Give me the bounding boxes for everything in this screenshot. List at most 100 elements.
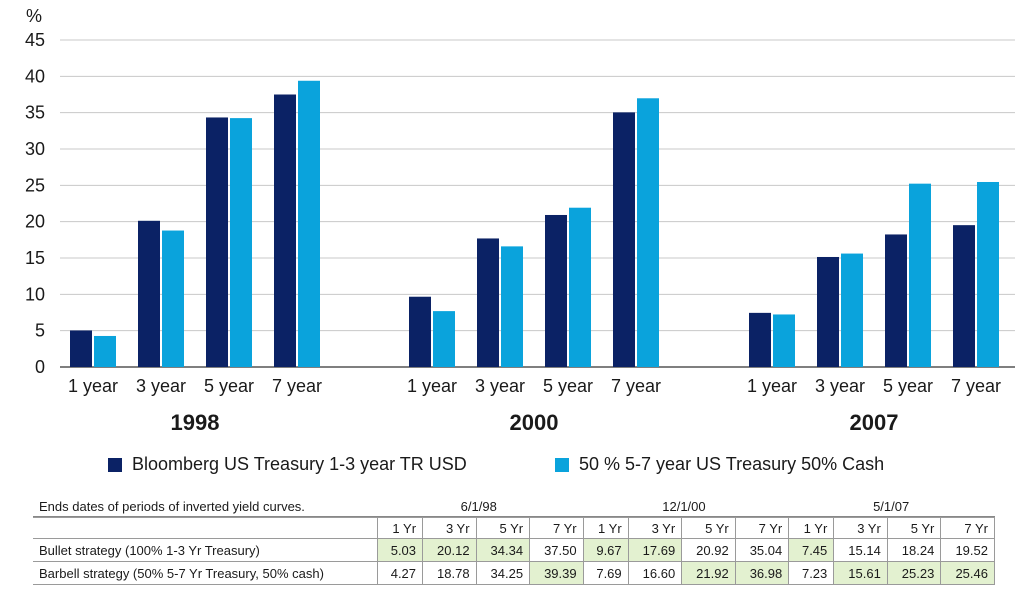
table-row: Bullet strategy (100% 1-3 Yr Treasury) 5.… [33,538,995,562]
column-header-cell: 3 Yr [422,517,477,539]
table-cell: 25.46 [940,561,995,585]
y-tick-label: 10 [25,284,45,304]
table-cell: 25.23 [886,561,942,585]
chart-legend: Bloomberg US Treasury 1-3 year TR USD 50… [0,452,1024,476]
table-cell: 19.52 [940,538,995,562]
bar [433,311,455,367]
x-tick-label: 3 year [136,376,186,396]
table-cell: 17.69 [627,538,683,562]
period-label: 5/1/07 [873,498,910,514]
column-header-cell: 3 Yr [627,517,683,539]
bar [545,214,567,367]
column-header-cell: 3 Yr [833,517,888,539]
table-cell: 18.24 [886,538,942,562]
table-cell: 9.67 [582,538,629,562]
bar [298,80,320,368]
table-cell: 5.03 [376,538,424,562]
x-tick-label: 3 year [815,376,865,396]
table-cell: 36.98 [734,561,790,585]
x-tick-label: 1 year [747,376,797,396]
table-cell: 16.60 [627,561,683,585]
y-tick-label: 0 [35,357,45,377]
bar [953,225,975,367]
bar [94,335,116,367]
y-tick-label: 15 [25,248,45,268]
bar [162,230,184,367]
table-cell: 15.14 [833,538,888,562]
bar [501,246,523,367]
period-label: 6/1/98 [460,498,497,514]
table-cell: 34.25 [475,561,531,585]
table-row: Barbell strategy (50% 5-7 Yr Treasury, 5… [33,561,995,585]
group-label: 2000 [510,410,559,435]
column-header-cell: 7 Yr [529,517,584,539]
bar [70,330,92,367]
column-header-cell: 1 Yr [788,517,835,539]
y-tick-label: 35 [25,103,45,123]
y-tick-label: 45 [25,30,45,50]
x-tick-label: 5 year [204,376,254,396]
data-table: 1 Yr 3 Yr 5 Yr 7 Yr 1 Yr 3 Yr 5 Yr 7 Yr 1 Yr 3 Yr… [33,517,995,585]
x-tick-label: 5 year [883,376,933,396]
bar [138,220,160,367]
x-tick-label: 1 year [407,376,457,396]
bar [637,98,659,368]
group-label: 2007 [850,410,899,435]
y-tick-label: 25 [25,175,45,195]
table-cell: 20.92 [681,538,736,562]
x-tick-label: 7 year [611,376,661,396]
x-tick-label: 3 year [475,376,525,396]
blank-cell [33,517,378,539]
y-axis-unit-label: % [26,6,42,26]
returns-table: Ends dates of periods of inverted yield … [33,496,995,585]
legend-label: Bloomberg US Treasury 1-3 year TR USD [132,454,467,474]
bar [409,296,431,367]
x-tick-label: 7 year [272,376,322,396]
bar [909,183,931,367]
x-tick-label: 1 year [68,376,118,396]
table-cell: 7.23 [788,561,835,585]
y-tick-label: 40 [25,66,45,86]
legend-item-barbell: 50 % 5-7 year US Treasury 50% Cash [555,454,884,475]
y-tick-label: 5 [35,321,45,341]
table-cell: 20.12 [422,538,477,562]
table-cell: 35.04 [734,538,790,562]
table-cell: 7.69 [582,561,629,585]
bar [749,312,771,367]
bar [230,118,252,367]
row-label: Bullet strategy (100% 1-3 Yr Treasury) [33,538,378,562]
table-cell: 37.50 [529,538,584,562]
table-caption: Ends dates of periods of inverted yield … [39,498,305,514]
table-cell: 39.39 [529,561,584,585]
bar [206,117,228,367]
row-label: Barbell strategy (50% 5-7 Yr Treasury, 5… [33,561,378,585]
column-header-cell: 1 Yr [582,517,629,539]
table-cell: 4.27 [376,561,424,585]
bar [841,253,863,367]
table-cell: 15.61 [833,561,888,585]
table-cell: 34.34 [475,538,531,562]
bar [613,112,635,367]
x-tick-label: 5 year [543,376,593,396]
column-header-cell: 1 Yr [376,517,424,539]
table-cell: 18.78 [422,561,477,585]
bar [773,314,795,367]
legend-item-bullet: Bloomberg US Treasury 1-3 year TR USD [108,454,467,475]
column-header-cell: 7 Yr [734,517,790,539]
bar-chart: % 0 5 10 15 20 25 30 35 40 45 1 year 3 year 5 year 7 y… [25,6,1015,435]
column-header-row: 1 Yr 3 Yr 5 Yr 7 Yr 1 Yr 3 Yr 5 Yr 7 Yr 1 Yr 3 Yr… [33,517,995,539]
bar [477,238,499,367]
bar [274,94,296,367]
column-header-cell: 5 Yr [475,517,531,539]
column-header-cell: 5 Yr [681,517,736,539]
table-cell: 7.45 [788,538,835,562]
bar [977,181,999,367]
bar [885,234,907,367]
table-cell: 21.92 [681,561,736,585]
legend-label: 50 % 5-7 year US Treasury 50% Cash [579,454,885,474]
bar [817,256,839,367]
column-header-cell: 5 Yr [886,517,942,539]
table-period-header: Ends dates of periods of inverted yield … [33,496,995,517]
bar [569,207,591,367]
period-label: 12/1/00 [662,498,706,514]
